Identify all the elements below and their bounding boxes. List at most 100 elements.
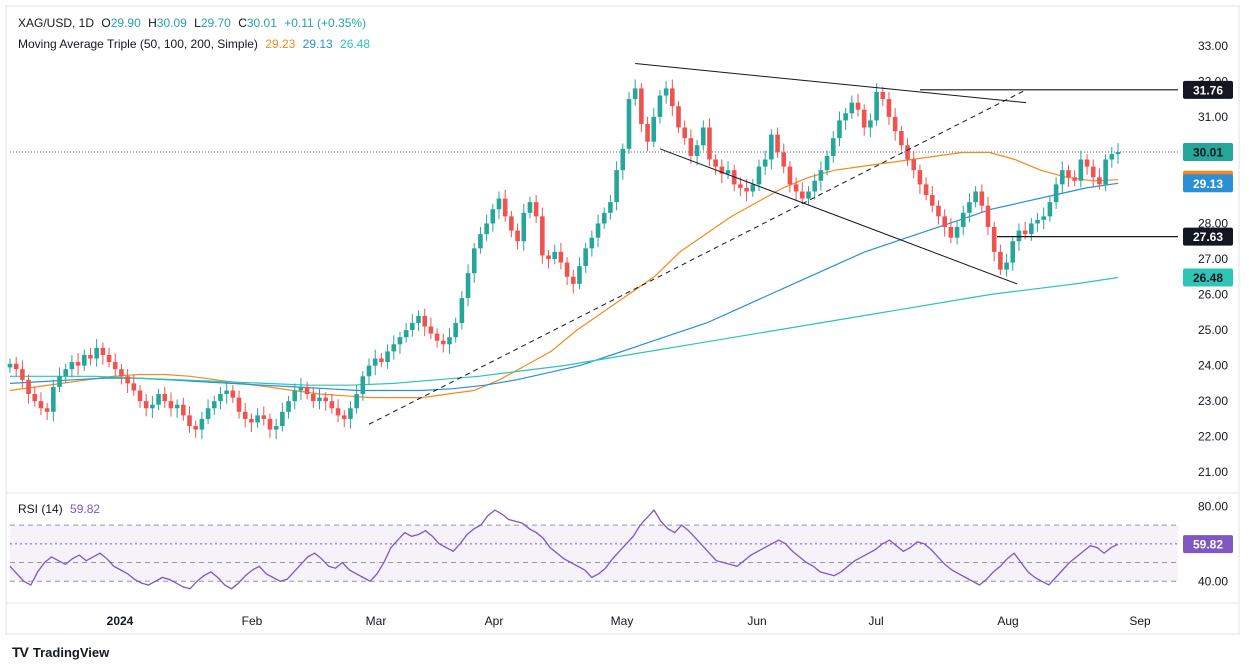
candle-body [422, 315, 428, 327]
candle-body [403, 330, 409, 338]
candle-body [119, 369, 124, 377]
rsi-tick-label: 80.00 [1198, 499, 1228, 513]
candle-body [143, 401, 149, 409]
candle-body [453, 322, 458, 338]
candle-body [447, 337, 452, 345]
candle-body [13, 363, 19, 370]
candle-body [249, 418, 254, 423]
rsi-tick-label: 40.00 [1198, 574, 1228, 588]
candle-body [106, 354, 112, 363]
candle-body [645, 123, 650, 142]
candle-body [787, 166, 793, 185]
change-value: +0.11 (+0.35%) [284, 16, 367, 30]
rsi-indicator-label[interactable]: RSI (14) [18, 502, 63, 516]
symbol-name[interactable]: XAG/USD, 1D [18, 16, 95, 30]
price-scale-tag-label: 30.01 [1193, 146, 1223, 160]
candle-body [1115, 152, 1121, 155]
candle-body [286, 401, 291, 412]
candle-body [280, 411, 285, 427]
open-value: 29.90 [110, 16, 141, 30]
candle-body [614, 170, 619, 203]
price-scale-tag [1183, 227, 1233, 246]
candle-body [125, 376, 130, 384]
candle-body [434, 333, 440, 341]
low-value: 29.70 [200, 16, 231, 30]
candle-body [211, 401, 217, 409]
price-tick-label: 33.00 [1198, 39, 1228, 53]
upper-wedge-line [635, 63, 1027, 104]
ma100-value: 29.13 [302, 37, 333, 51]
candle-body [509, 216, 514, 231]
candle-body [496, 198, 502, 210]
high-label: H [148, 16, 157, 30]
candle-body [1035, 219, 1040, 224]
candle-body [806, 191, 811, 199]
candle-body [428, 326, 434, 334]
candle-body [32, 394, 38, 402]
candle-body [187, 415, 192, 427]
candle-body [329, 401, 335, 409]
candle-body [762, 159, 768, 167]
candle-body [608, 202, 613, 213]
price-tick-label: 31.00 [1198, 110, 1228, 124]
candle-body [366, 365, 372, 377]
lower-wedge-line [659, 148, 1018, 285]
candle-body [843, 113, 848, 121]
candle-body [998, 251, 1003, 270]
candle-body [63, 369, 69, 377]
candle-body [1010, 241, 1016, 263]
candle-body [570, 276, 576, 284]
tradingview-logo-icon: TV [12, 644, 29, 660]
candle-body [874, 91, 879, 121]
candle-body [1078, 159, 1084, 181]
candle-body [1090, 166, 1096, 178]
candle-body [620, 148, 626, 171]
candle-body [577, 266, 582, 284]
candle-body [267, 418, 273, 430]
candle-body [261, 415, 267, 419]
candle-body [465, 273, 471, 299]
candle-body [849, 102, 855, 114]
candle-body [688, 138, 694, 156]
candle-body [354, 394, 359, 409]
time-tick-label: Jul [868, 614, 883, 628]
candle-body [38, 401, 44, 409]
candle-body [756, 166, 762, 185]
candle-body [236, 397, 242, 412]
candle-body [156, 394, 161, 405]
candle-body [112, 362, 118, 370]
candle-body [131, 383, 137, 391]
candle-body [540, 216, 545, 256]
candle-body [416, 315, 421, 323]
candle-body [391, 344, 397, 352]
price-scale-tag [1183, 143, 1233, 162]
candle-body [837, 120, 842, 139]
candle-body [960, 212, 966, 228]
close-label: C [238, 16, 247, 30]
candle-body [292, 390, 298, 402]
candle-body [515, 230, 520, 242]
price-scale-tag [1183, 174, 1233, 193]
tradingview-brand[interactable]: TV TradingView [12, 644, 109, 660]
candle-body [100, 347, 106, 355]
candle-body [936, 205, 941, 217]
dashed-trendline [368, 89, 1027, 425]
candle-body [868, 120, 873, 128]
time-tick-label: Feb [242, 614, 263, 628]
candle-body [440, 340, 446, 345]
candle-body [385, 351, 390, 363]
candle-body [1029, 223, 1034, 235]
ma-indicator-label[interactable]: Moving Average Triple (50, 100, 200, Sim… [18, 37, 258, 51]
candle-body [527, 202, 533, 213]
candle-body [558, 251, 564, 263]
candle-body [855, 102, 861, 110]
open-label: O [101, 16, 111, 30]
candle-body [478, 234, 483, 249]
candle-body [372, 358, 378, 366]
candle-body [979, 191, 985, 206]
candle-body [94, 347, 99, 359]
candle-body [1004, 262, 1009, 270]
candle-body [917, 170, 923, 185]
candle-body [230, 390, 236, 398]
